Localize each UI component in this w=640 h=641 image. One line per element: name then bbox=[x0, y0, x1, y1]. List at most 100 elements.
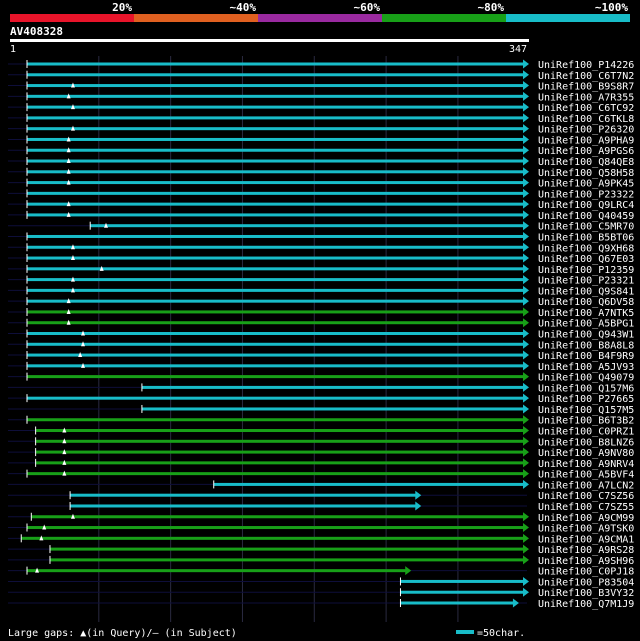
alignment-bar bbox=[27, 148, 524, 152]
alignment-label[interactable]: UniRef100_Q6DV58 bbox=[538, 297, 634, 308]
alignment-label[interactable]: UniRef100_B6T3B2 bbox=[538, 416, 634, 427]
alignment-label[interactable]: UniRef100_A5JV93 bbox=[538, 362, 634, 373]
alignment-arrow bbox=[523, 469, 529, 479]
alignment-arrow bbox=[512, 598, 519, 608]
query-gap-marker bbox=[70, 125, 75, 131]
query-gap-marker bbox=[104, 222, 109, 228]
alignment-label[interactable]: UniRef100_Q9S841 bbox=[538, 286, 634, 297]
alignment-label[interactable]: UniRef100_B5BT06 bbox=[538, 232, 634, 243]
alignment-label[interactable]: UniRef100_B8A8L8 bbox=[538, 340, 634, 351]
alignment-bar bbox=[27, 181, 524, 185]
alignment-label[interactable]: UniRef100_A9PHA9 bbox=[538, 135, 634, 146]
alignment-bar bbox=[70, 504, 417, 508]
alignment-label[interactable]: UniRef100_P14226 bbox=[538, 60, 634, 71]
alignment-label[interactable]: UniRef100_B9S8R7 bbox=[538, 82, 634, 93]
alignment-bar bbox=[27, 321, 524, 325]
alignment-arrow bbox=[523, 447, 529, 457]
alignment-bar bbox=[213, 482, 524, 486]
alignment-label[interactable]: UniRef100_A9CMA1 bbox=[538, 534, 634, 545]
alignment-arrow bbox=[523, 329, 529, 338]
query-gap-marker bbox=[66, 158, 71, 164]
alignment-bar bbox=[27, 267, 524, 271]
alignment-label[interactable]: UniRef100_B3VY32 bbox=[538, 588, 634, 599]
alignment-label[interactable]: UniRef100_A7NTK5 bbox=[538, 308, 634, 319]
alignment-label[interactable]: UniRef100_C6TC92 bbox=[538, 103, 634, 114]
alignment-bar bbox=[27, 299, 524, 303]
alignment-row: UniRef100_A5BPG1 bbox=[8, 318, 634, 330]
alignment-label[interactable]: UniRef100_P26320 bbox=[538, 125, 634, 136]
alignment-label[interactable]: UniRef100_P23322 bbox=[538, 189, 634, 200]
alignment-arrow bbox=[523, 124, 529, 134]
legend-label: ~100% bbox=[595, 1, 628, 14]
alignment-bar bbox=[27, 170, 524, 174]
alignment-arrow bbox=[523, 339, 529, 349]
alignment-label[interactable]: UniRef100_A7LCN2 bbox=[538, 480, 634, 491]
alignment-bar bbox=[27, 202, 524, 206]
alignment-label[interactable]: UniRef100_P83504 bbox=[538, 577, 634, 588]
identity-legend: 20% ~40% ~60% ~80% ~100% bbox=[10, 1, 630, 22]
query-gap-marker bbox=[70, 513, 75, 519]
alignment-label[interactable]: UniRef100_Q7M1J9 bbox=[538, 599, 634, 610]
alignment-label[interactable]: UniRef100_B8LNZ6 bbox=[538, 437, 634, 448]
alignment-bar bbox=[27, 396, 524, 400]
alignment-label[interactable]: UniRef100_A9CM99 bbox=[538, 513, 634, 524]
alignment-arrow bbox=[523, 479, 529, 489]
alignment-bar bbox=[27, 526, 524, 530]
alignment-bar bbox=[90, 224, 525, 228]
alignment-label[interactable]: UniRef100_B4F9R9 bbox=[538, 351, 634, 362]
alignment-label[interactable]: UniRef100_Q49079 bbox=[538, 373, 634, 384]
query-gap-marker bbox=[81, 341, 86, 347]
alignment-bar bbox=[49, 558, 524, 562]
alignment-label[interactable]: UniRef100_C6T7N2 bbox=[538, 71, 634, 82]
alignment-label[interactable]: UniRef100_C7SZ55 bbox=[538, 502, 634, 513]
alignment-label[interactable]: UniRef100_A9PK45 bbox=[538, 179, 634, 190]
query-gap-marker bbox=[70, 255, 75, 261]
alignment-label[interactable]: UniRef100_P23321 bbox=[538, 276, 634, 287]
alignment-label[interactable]: UniRef100_Q943W1 bbox=[538, 330, 634, 341]
alignment-label[interactable]: UniRef100_A9PGS6 bbox=[538, 146, 634, 157]
alignment-label[interactable]: UniRef100_Q67E03 bbox=[538, 254, 634, 265]
alignment-label[interactable]: UniRef100_Q157M6 bbox=[538, 383, 634, 394]
alignment-row: UniRef100_C6TKL8 bbox=[8, 113, 634, 125]
alignment-label[interactable]: UniRef100_A5BPG1 bbox=[538, 319, 634, 330]
alignment-label[interactable]: UniRef100_A9RS28 bbox=[538, 545, 634, 556]
alignment-bar bbox=[141, 407, 524, 411]
alignment-row: UniRef100_C6TC92 bbox=[8, 102, 634, 114]
alignment-label[interactable]: UniRef100_Q157M5 bbox=[538, 405, 634, 416]
alignment-label[interactable]: UniRef100_A9NV80 bbox=[538, 448, 634, 459]
alignment-row: UniRef100_P14226 bbox=[8, 59, 634, 71]
alignment-bar bbox=[27, 332, 524, 335]
alignment-label[interactable]: UniRef100_Q9XH68 bbox=[538, 243, 634, 254]
alignment-label[interactable]: UniRef100_C7SZ56 bbox=[538, 491, 634, 502]
alignment-label[interactable]: UniRef100_A5BVF4 bbox=[538, 470, 634, 481]
alignment-label[interactable]: UniRef100_C5MR70 bbox=[538, 222, 634, 233]
query-gap-marker bbox=[66, 136, 71, 142]
alignment-arrow bbox=[523, 576, 529, 586]
alignment-label[interactable]: UniRef100_C0PRZ1 bbox=[538, 427, 634, 438]
alignment-label[interactable]: UniRef100_Q58H58 bbox=[538, 168, 634, 179]
alignment-arrow bbox=[523, 555, 529, 565]
alignment-label[interactable]: UniRef100_A9NRV4 bbox=[538, 459, 634, 470]
alignment-label[interactable]: UniRef100_Q84QE8 bbox=[538, 157, 634, 168]
query-gap-marker bbox=[99, 265, 104, 271]
alignment-label[interactable]: UniRef100_C6TKL8 bbox=[538, 114, 634, 125]
query-gap-marker bbox=[62, 427, 67, 433]
alignment-row: UniRef100_A9NRV4 bbox=[8, 458, 634, 470]
alignment-label[interactable]: UniRef100_P12359 bbox=[538, 265, 634, 276]
query-gap-marker bbox=[70, 276, 75, 282]
alignment-label[interactable]: UniRef100_Q40459 bbox=[538, 211, 634, 222]
alignment-row: UniRef100_P12359 bbox=[8, 264, 634, 276]
alignment-label[interactable]: UniRef100_A9SH96 bbox=[538, 556, 634, 567]
query-gap-marker bbox=[66, 319, 71, 325]
alignment-label[interactable]: UniRef100_C0PJ18 bbox=[538, 567, 634, 578]
alignment-label[interactable]: UniRef100_A7R355 bbox=[538, 92, 634, 103]
alignment-label[interactable]: UniRef100_Q9LRC4 bbox=[538, 200, 634, 211]
alignment-bar bbox=[27, 288, 524, 292]
alignment-bar bbox=[27, 94, 524, 98]
alignment-arrow bbox=[523, 91, 529, 101]
alignment-bar bbox=[27, 310, 524, 314]
alignment-label[interactable]: UniRef100_A9TSK0 bbox=[538, 524, 634, 535]
alignment-arrow bbox=[523, 436, 529, 446]
alignment-bar bbox=[27, 353, 524, 357]
alignment-label[interactable]: UniRef100_P27665 bbox=[538, 394, 634, 405]
